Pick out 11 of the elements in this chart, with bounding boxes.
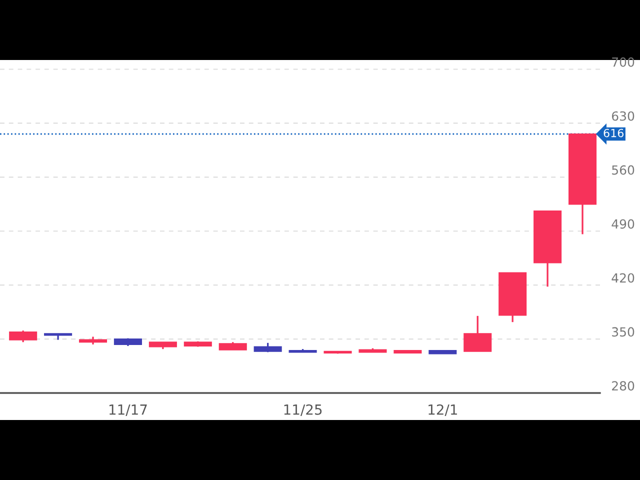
y-tick-label: 350 xyxy=(612,327,634,337)
y-tick-label: 280 xyxy=(612,381,634,391)
y-tick-label: 490 xyxy=(612,219,634,229)
y-tick-label: 630 xyxy=(612,111,634,121)
y-tick-label: 700 xyxy=(612,57,634,67)
x-tick-label: 11/17 xyxy=(109,404,147,416)
y-tick-label: 420 xyxy=(612,273,634,283)
x-tick-label: 12/1 xyxy=(428,404,457,416)
ref-line-label: 616 xyxy=(604,128,624,138)
y-tick-label: 560 xyxy=(612,165,634,175)
x-tick-label: 11/25 xyxy=(284,404,322,416)
